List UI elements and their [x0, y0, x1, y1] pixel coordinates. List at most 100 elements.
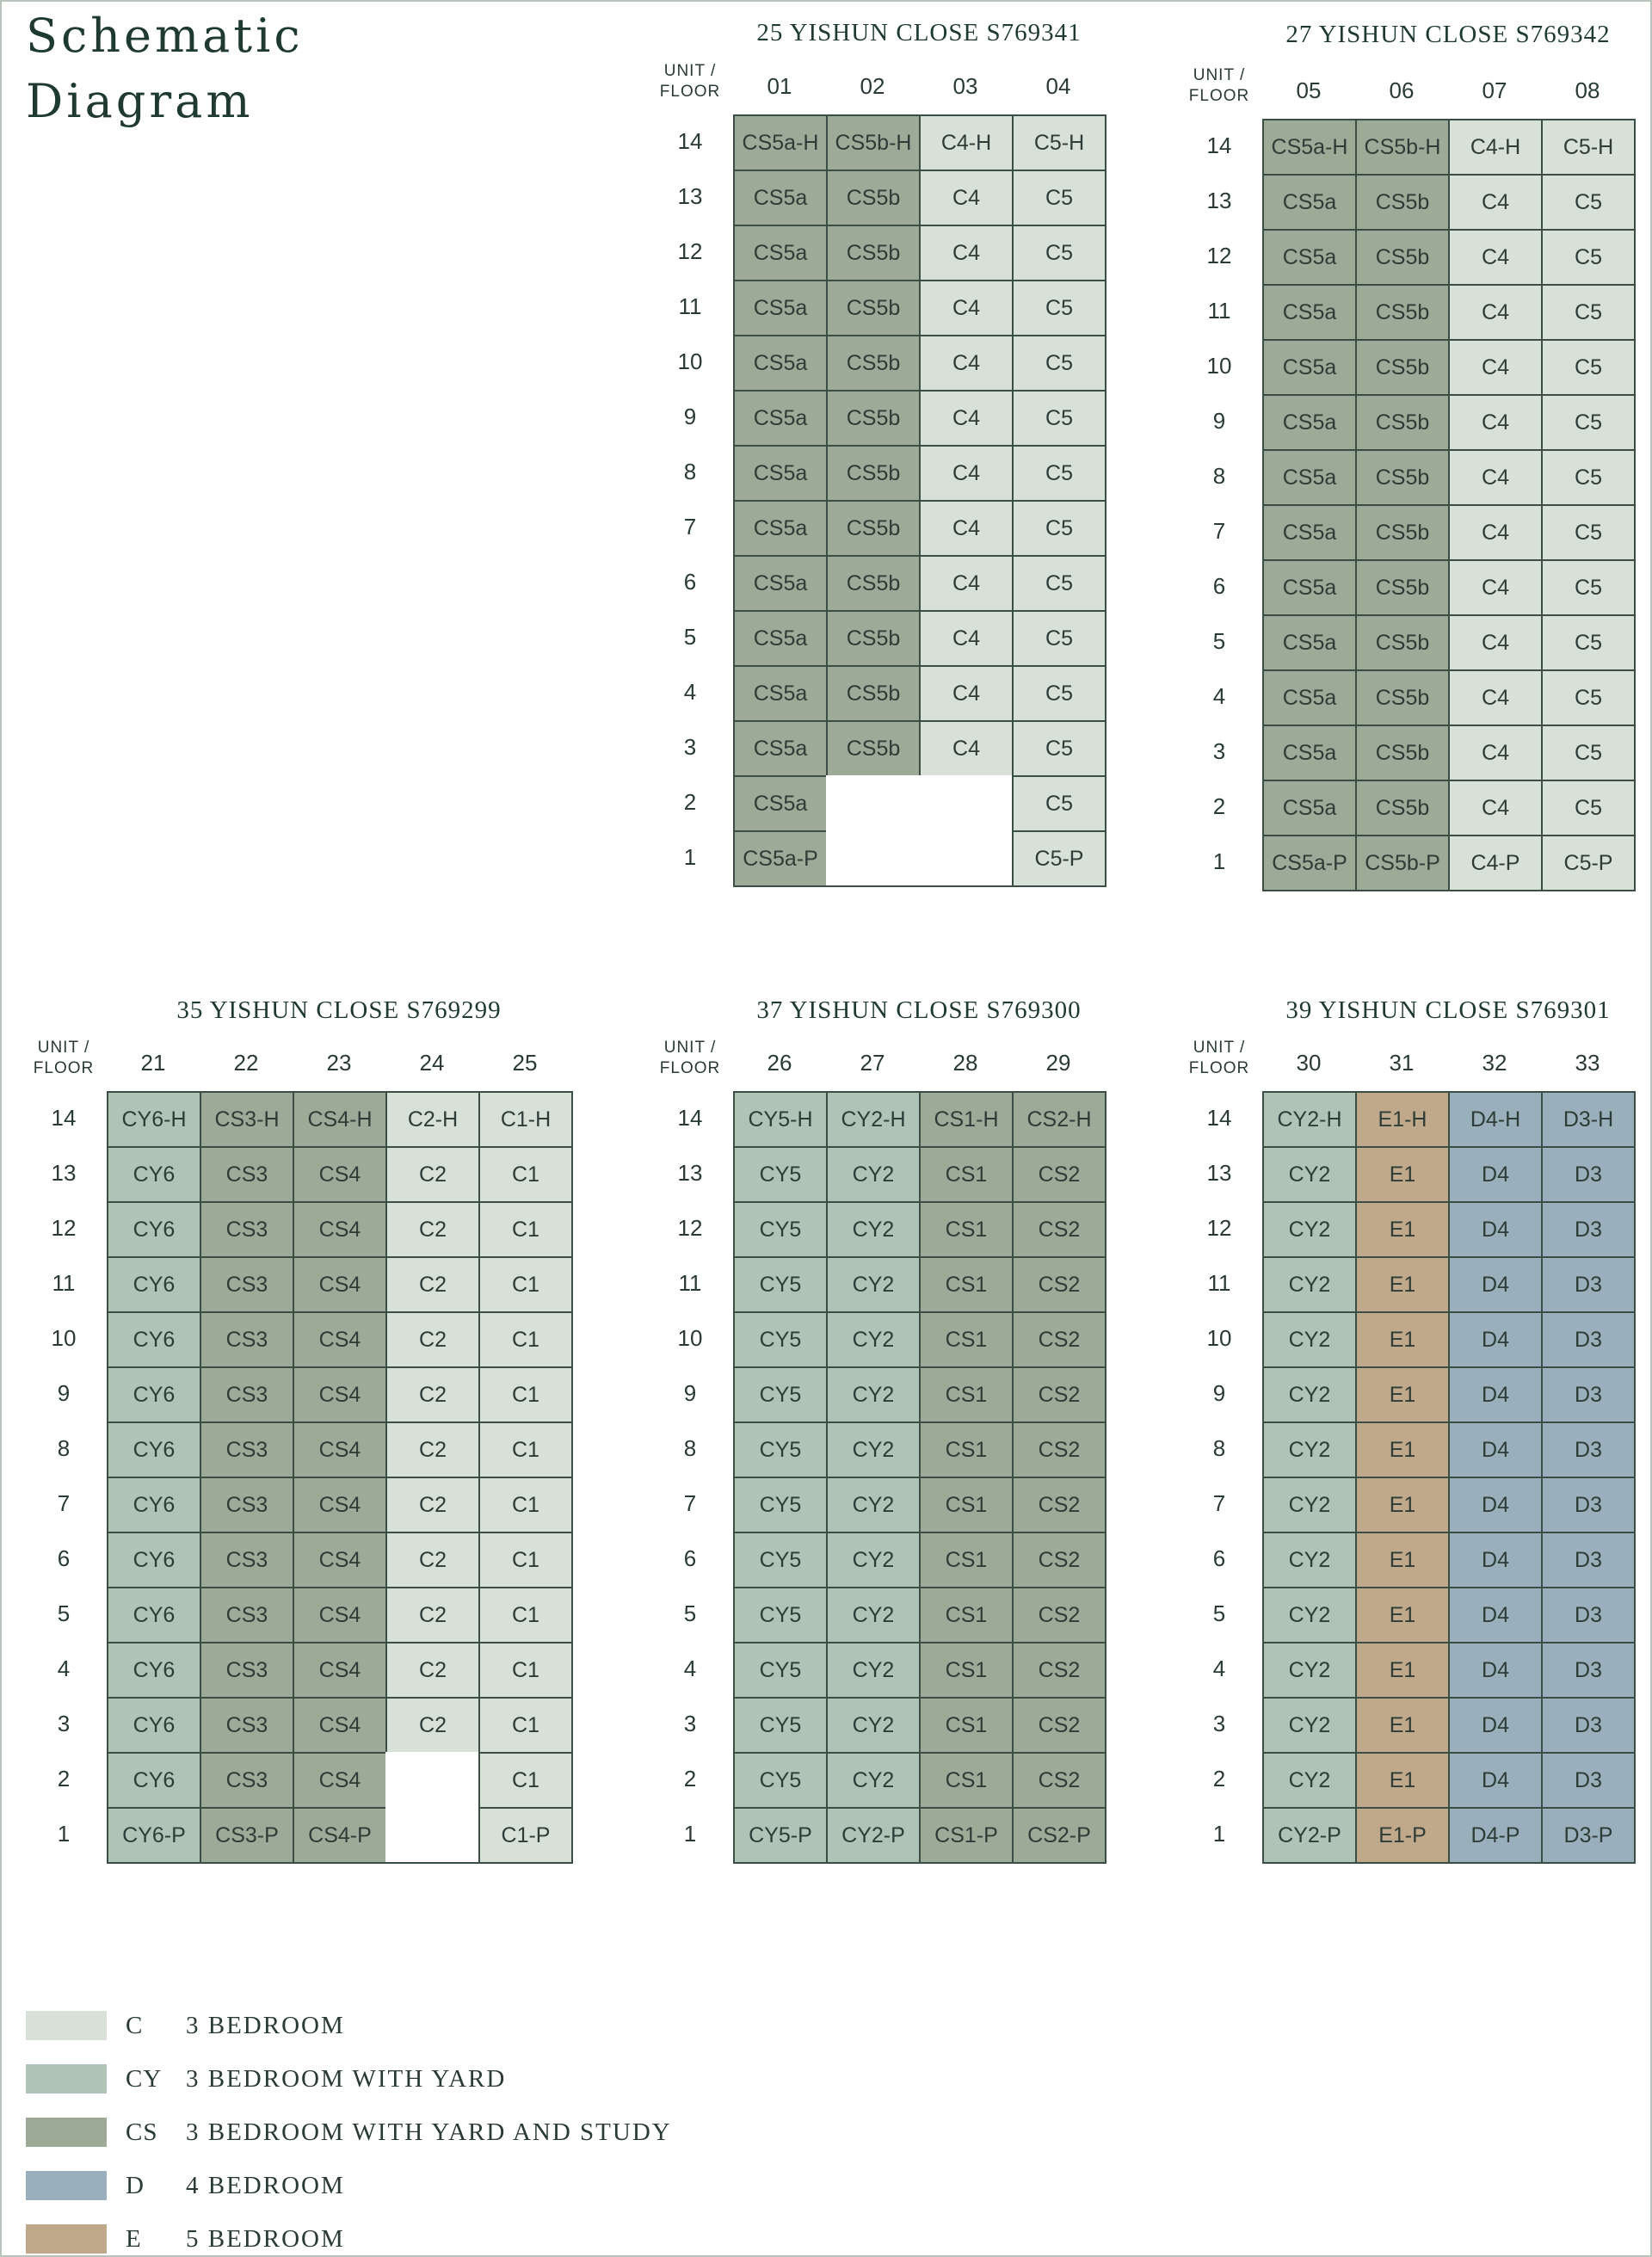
- unit-cell[interactable]: CS5a: [1262, 229, 1357, 286]
- unit-cell[interactable]: E1: [1355, 1201, 1450, 1258]
- unit-cell[interactable]: CS5a: [733, 170, 828, 226]
- unit-cell[interactable]: CS5b-P: [1355, 835, 1450, 891]
- unit-cell[interactable]: CY2: [826, 1532, 921, 1588]
- unit-cell[interactable]: D4: [1448, 1421, 1543, 1478]
- unit-cell[interactable]: CS2-P: [1012, 1807, 1106, 1864]
- unit-cell[interactable]: C4-H: [919, 114, 1014, 171]
- unit-cell[interactable]: CS3: [200, 1256, 294, 1313]
- unit-cell[interactable]: C2-H: [385, 1091, 480, 1148]
- unit-cell[interactable]: CS2-H: [1012, 1091, 1106, 1148]
- unit-cell[interactable]: E1-P: [1355, 1807, 1450, 1864]
- unit-cell[interactable]: CY2: [1262, 1256, 1357, 1313]
- unit-cell[interactable]: CS3: [200, 1366, 294, 1423]
- unit-cell[interactable]: CY5: [733, 1477, 828, 1533]
- unit-cell[interactable]: C5: [1012, 500, 1106, 557]
- unit-cell[interactable]: E1: [1355, 1311, 1450, 1368]
- unit-cell[interactable]: CS2: [1012, 1752, 1106, 1809]
- unit-cell[interactable]: D4: [1448, 1201, 1543, 1258]
- unit-cell[interactable]: CY2: [826, 1256, 921, 1313]
- unit-cell[interactable]: CS5a: [733, 335, 828, 392]
- unit-cell[interactable]: CY6: [107, 1587, 201, 1643]
- unit-cell[interactable]: D4: [1448, 1256, 1543, 1313]
- unit-cell[interactable]: CY2: [826, 1146, 921, 1203]
- unit-cell[interactable]: CS1: [919, 1366, 1014, 1423]
- unit-cell[interactable]: CS5b: [826, 500, 921, 557]
- unit-cell[interactable]: C5: [1012, 775, 1106, 832]
- unit-cell[interactable]: CY5: [733, 1201, 828, 1258]
- unit-cell[interactable]: C4: [919, 665, 1014, 722]
- unit-cell[interactable]: C4: [919, 170, 1014, 226]
- unit-cell[interactable]: C4: [919, 225, 1014, 281]
- unit-cell[interactable]: CY2: [826, 1311, 921, 1368]
- unit-cell[interactable]: C5-H: [1541, 119, 1636, 176]
- unit-cell[interactable]: CS1: [919, 1642, 1014, 1699]
- unit-cell[interactable]: CY6: [107, 1477, 201, 1533]
- unit-cell[interactable]: CY2: [1262, 1532, 1357, 1588]
- unit-cell[interactable]: C4: [1448, 725, 1543, 781]
- unit-cell[interactable]: CY6: [107, 1201, 201, 1258]
- unit-cell[interactable]: C5: [1541, 284, 1636, 341]
- unit-cell[interactable]: CY6: [107, 1421, 201, 1478]
- unit-cell[interactable]: C2: [385, 1366, 480, 1423]
- unit-cell[interactable]: C1-P: [478, 1807, 573, 1864]
- unit-cell[interactable]: CS5a: [1262, 780, 1357, 836]
- unit-cell[interactable]: E1: [1355, 1532, 1450, 1588]
- unit-cell[interactable]: C5: [1012, 170, 1106, 226]
- unit-cell[interactable]: D3: [1541, 1146, 1636, 1203]
- unit-cell[interactable]: C4: [1448, 229, 1543, 286]
- unit-cell[interactable]: CS1-P: [919, 1807, 1014, 1864]
- unit-cell[interactable]: CY2: [1262, 1752, 1357, 1809]
- unit-cell[interactable]: CS5a: [733, 390, 828, 447]
- unit-cell[interactable]: D4: [1448, 1366, 1543, 1423]
- unit-cell[interactable]: C5: [1541, 614, 1636, 671]
- unit-cell[interactable]: CS4: [293, 1421, 387, 1478]
- unit-cell[interactable]: CS5a: [1262, 449, 1357, 506]
- unit-cell[interactable]: CS1: [919, 1256, 1014, 1313]
- unit-cell[interactable]: E1: [1355, 1587, 1450, 1643]
- unit-cell[interactable]: C5-P: [1012, 830, 1106, 887]
- unit-cell[interactable]: C2: [385, 1532, 480, 1588]
- unit-cell[interactable]: D4: [1448, 1532, 1543, 1588]
- unit-cell[interactable]: C4: [1448, 504, 1543, 561]
- unit-cell[interactable]: CS2: [1012, 1146, 1106, 1203]
- unit-cell[interactable]: C1: [478, 1366, 573, 1423]
- unit-cell[interactable]: C4: [919, 280, 1014, 336]
- unit-cell[interactable]: CS3: [200, 1697, 294, 1754]
- unit-cell[interactable]: CY6: [107, 1146, 201, 1203]
- unit-cell[interactable]: CS2: [1012, 1256, 1106, 1313]
- unit-cell[interactable]: D3: [1541, 1256, 1636, 1313]
- unit-cell[interactable]: CS5b: [1355, 229, 1450, 286]
- unit-cell[interactable]: CS1: [919, 1311, 1014, 1368]
- unit-cell[interactable]: CY2: [826, 1587, 921, 1643]
- unit-cell[interactable]: D4: [1448, 1697, 1543, 1754]
- unit-cell[interactable]: E1: [1355, 1256, 1450, 1313]
- unit-cell[interactable]: CS3: [200, 1311, 294, 1368]
- unit-cell[interactable]: C4: [919, 500, 1014, 557]
- unit-cell[interactable]: CS2: [1012, 1697, 1106, 1754]
- unit-cell[interactable]: D3: [1541, 1697, 1636, 1754]
- unit-cell[interactable]: D3: [1541, 1311, 1636, 1368]
- unit-cell[interactable]: CY6: [107, 1256, 201, 1313]
- unit-cell[interactable]: CY2-P: [826, 1807, 921, 1864]
- unit-cell[interactable]: CS5b: [1355, 559, 1450, 616]
- unit-cell[interactable]: CS2: [1012, 1587, 1106, 1643]
- unit-cell[interactable]: CS5b: [826, 555, 921, 612]
- unit-cell[interactable]: C4: [1448, 669, 1543, 726]
- unit-cell[interactable]: C1: [478, 1532, 573, 1588]
- unit-cell[interactable]: D3-H: [1541, 1091, 1636, 1148]
- unit-cell[interactable]: CS5a: [1262, 669, 1357, 726]
- unit-cell[interactable]: CY5-H: [733, 1091, 828, 1148]
- unit-cell[interactable]: CS1: [919, 1146, 1014, 1203]
- unit-cell[interactable]: C1: [478, 1311, 573, 1368]
- unit-cell[interactable]: CY2: [1262, 1146, 1357, 1203]
- unit-cell[interactable]: CS5a: [733, 775, 828, 832]
- unit-cell[interactable]: D3: [1541, 1421, 1636, 1478]
- unit-cell[interactable]: CS5b: [826, 610, 921, 667]
- unit-cell[interactable]: CS3: [200, 1421, 294, 1478]
- unit-cell[interactable]: C5: [1012, 610, 1106, 667]
- unit-cell[interactable]: C4: [919, 610, 1014, 667]
- unit-cell[interactable]: CY5: [733, 1752, 828, 1809]
- unit-cell[interactable]: C2: [385, 1697, 480, 1754]
- unit-cell[interactable]: CY6-H: [107, 1091, 201, 1148]
- unit-cell[interactable]: C1: [478, 1642, 573, 1699]
